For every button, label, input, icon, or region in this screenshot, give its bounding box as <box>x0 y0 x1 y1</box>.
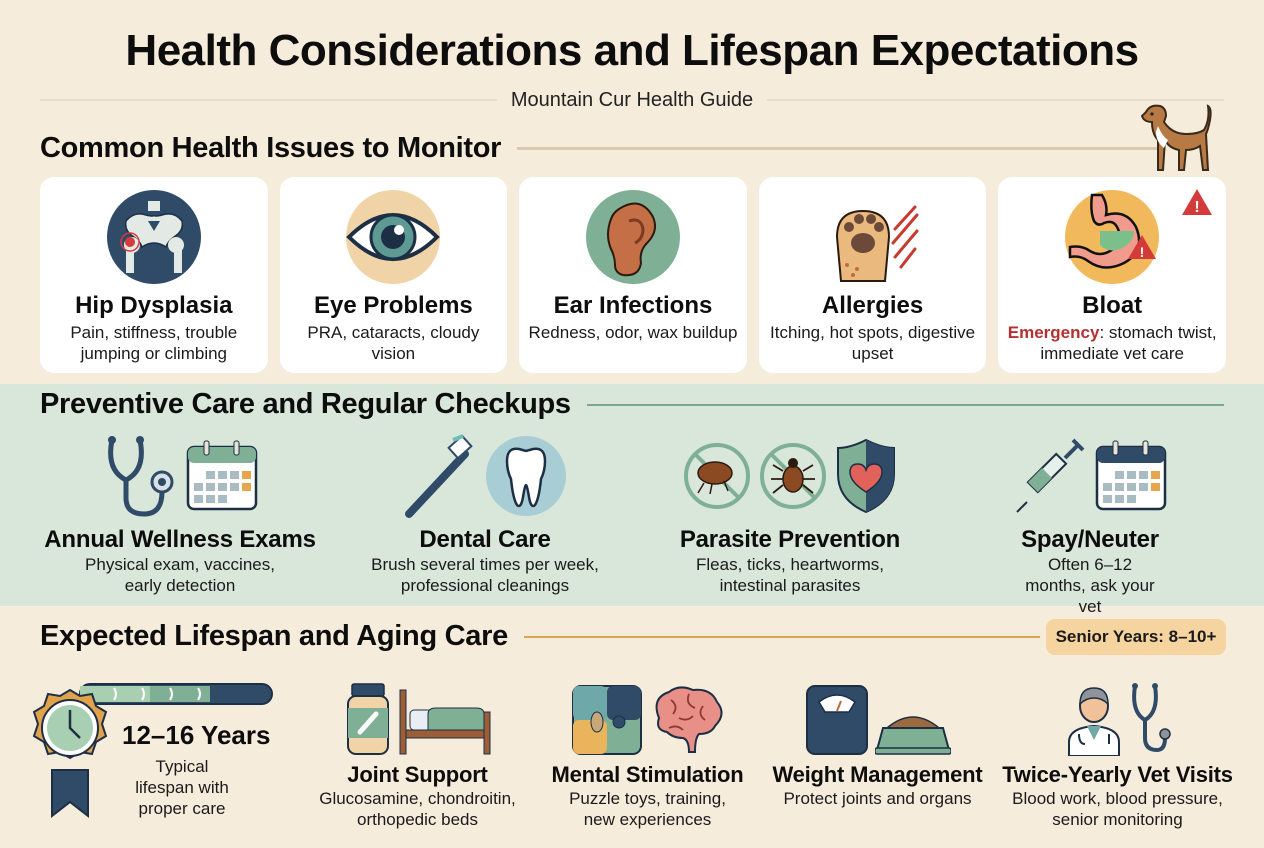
no-tick-icon <box>760 443 826 509</box>
card-desc: PRA, cataracts, cloudy vision <box>307 323 480 363</box>
veterinarian-icon <box>1067 687 1120 756</box>
item-desc: Brush several times per week, profession… <box>371 555 599 595</box>
divider <box>523 635 1040 638</box>
item-title: Twice-Yearly Vet Visits <box>1002 762 1233 787</box>
card-title: Ear Infections <box>553 292 713 319</box>
puzzle-icon <box>571 685 642 755</box>
item-mental-stimulation: Mental Stimulation Puzzle toys, training… <box>545 668 750 830</box>
svg-text:!: ! <box>1194 199 1199 216</box>
toothbrush-icon <box>405 434 473 518</box>
page-subtitle: Mountain Cur Health Guide <box>510 88 754 111</box>
lifespan-desc: Typical lifespan with proper care <box>135 757 229 818</box>
calendar-icon <box>186 440 258 511</box>
item-desc: Glucosamine, chondroitin, orthopedic bed… <box>319 789 516 829</box>
item-title: Mental Stimulation <box>551 762 744 787</box>
item-annual-wellness: Annual Wellness Exams Physical exam, vac… <box>40 432 320 596</box>
lifespan-summary: 12–16 Years Typical lifespan with proper… <box>30 680 280 840</box>
lifespan-years: 12–16 Years <box>122 720 271 750</box>
emergency-label: Emergency <box>1007 323 1100 342</box>
item-desc: Fleas, ticks, heartworms, intestinal par… <box>696 555 884 595</box>
item-desc: Protect joints and organs <box>783 789 972 808</box>
divider <box>767 99 1225 101</box>
divider <box>517 147 1160 150</box>
item-title: Parasite Prevention <box>679 526 901 553</box>
item-dental-care: Dental Care Brush several times per week… <box>350 432 620 596</box>
card-hip-dysplasia: Hip Dysplasia Pain, stiffness, trouble j… <box>40 177 268 373</box>
card-eye-problems: Eye Problems PRA, cataracts, cloudy visi… <box>279 177 508 373</box>
food-bowl-icon <box>874 716 951 755</box>
paw-scratch-icon <box>835 205 919 282</box>
section-heading-health-issues: Common Health Issues to Monitor <box>40 132 1160 165</box>
section-heading-lifespan: Expected Lifespan and Aging Care <box>40 620 1040 653</box>
scale-icon <box>805 685 868 755</box>
orthopedic-bed-icon <box>399 689 490 755</box>
item-desc: Physical exam, vaccines, early detection <box>85 555 275 595</box>
shield-heart-icon <box>837 438 895 514</box>
card-desc: Itching, hot spots, digestive upset <box>770 323 976 363</box>
section-heading-preventive: Preventive Care and Regular Checkups <box>40 388 1224 421</box>
item-joint-support: Joint Support Glucosamine, chondroitin, … <box>300 668 535 830</box>
card-title: Allergies <box>821 292 924 319</box>
item-title: Joint Support <box>347 762 488 787</box>
card-desc: Pain, stiffness, trouble jumping or clim… <box>70 323 238 363</box>
dog-icon <box>1140 104 1212 171</box>
item-spay-neuter: Spay/Neuter Often 6–12 months, ask your … <box>980 432 1200 617</box>
divider <box>586 403 1224 406</box>
card-title: Eye Problems <box>314 292 473 319</box>
lifespan-clock-ribbon-icon <box>32 683 273 819</box>
tooth-icon <box>486 436 566 516</box>
card-desc: Redness, odor, wax buildup <box>528 323 738 342</box>
page-title: Health Considerations and Lifespan Expec… <box>125 26 1139 75</box>
item-title: Weight Management <box>772 762 983 787</box>
card-allergies: Allergies Itching, hot spots, digestive … <box>758 177 987 373</box>
item-twice-yearly-visits: Twice-Yearly Vet Visits Blood work, bloo… <box>995 668 1240 830</box>
supplement-bottle-icon <box>346 683 389 755</box>
item-title: Annual Wellness Exams <box>44 526 316 553</box>
card-desc: Emergency: stomach twist, immediate vet … <box>1007 323 1217 363</box>
calendar-icon <box>1095 440 1167 511</box>
aging-care-items: Joint Support Glucosamine, chondroitin, … <box>0 668 1264 838</box>
stethoscope-icon <box>1131 683 1171 753</box>
ear-icon <box>585 190 680 284</box>
card-ear-infections: Ear Infections Redness, odor, wax buildu… <box>519 177 747 373</box>
item-desc: Often 6–12 months, ask your vet <box>1025 555 1155 616</box>
stethoscope-icon <box>108 436 174 517</box>
health-issue-cards: Hip Dysplasia Pain, stiffness, trouble j… <box>40 177 1226 373</box>
section-title: Preventive Care and Regular Checkups <box>40 388 571 420</box>
eye-icon <box>346 190 441 284</box>
stomach-warning-icon: ! <box>1065 190 1160 284</box>
card-title: Bloat <box>1082 292 1143 319</box>
preventive-items: Annual Wellness Exams Physical exam, vac… <box>0 432 1264 616</box>
item-parasite-prevention: Parasite Prevention Fleas, ticks, heartw… <box>660 432 920 596</box>
svg-text:!: ! <box>1140 244 1145 260</box>
no-flea-icon <box>684 443 750 509</box>
brain-icon <box>655 686 722 753</box>
section-title: Expected Lifespan and Aging Care <box>40 620 508 652</box>
item-desc: Puzzle toys, training, new experiences <box>569 789 726 829</box>
subtitle-row: Mountain Cur Health Guide <box>40 86 1225 114</box>
item-desc: Blood work, blood pressure, senior monit… <box>1012 789 1223 829</box>
divider <box>40 99 497 101</box>
hip-joint-icon <box>106 190 201 284</box>
item-weight-management: Weight Management Protect joints and org… <box>765 668 990 809</box>
card-bloat: ! ! Bloat Emergency: stomach twist, imme… <box>998 177 1226 373</box>
warning-icon: ! <box>1181 189 1212 216</box>
card-title: Hip Dysplasia <box>75 292 233 319</box>
syringe-icon <box>1016 438 1085 513</box>
section-title: Common Health Issues to Monitor <box>40 132 502 164</box>
item-title: Dental Care <box>419 526 551 553</box>
item-title: Spay/Neuter <box>1021 526 1159 553</box>
senior-years-badge: Senior Years: 8–10+ <box>1046 619 1226 655</box>
